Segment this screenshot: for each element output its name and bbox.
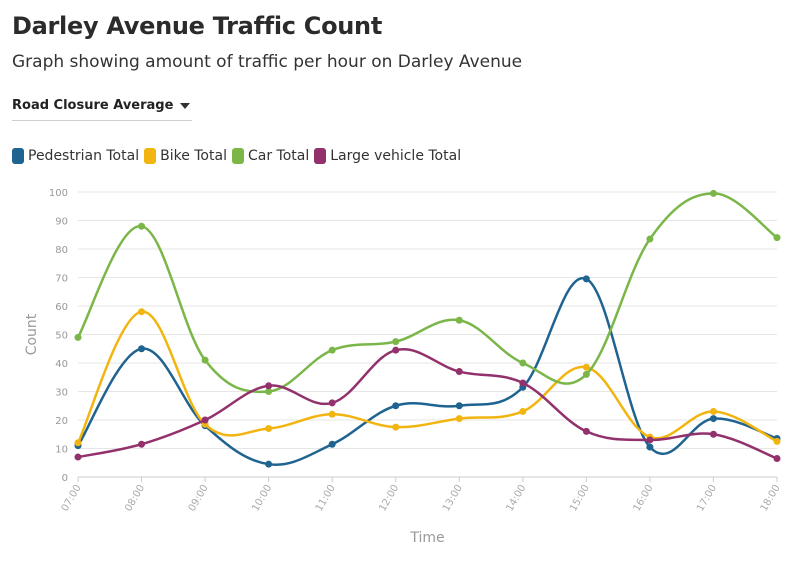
- data-point-bike-total[interactable]: [582, 363, 590, 371]
- data-point-car-total[interactable]: [328, 346, 336, 354]
- data-point-pedestrian-total[interactable]: [646, 443, 654, 451]
- data-point-large-vehicle-total[interactable]: [201, 416, 209, 424]
- legend-label: Pedestrian Total: [28, 148, 140, 164]
- data-point-car-total[interactable]: [265, 388, 273, 395]
- legend-swatch: [12, 148, 24, 164]
- page-title: Darley Avenue Traffic Count: [12, 12, 383, 40]
- y-tick-label: 0: [62, 473, 68, 484]
- x-tick-label: 15:00: [568, 483, 592, 513]
- dropdown-selected-value: Road Closure Average: [12, 98, 174, 113]
- data-point-pedestrian-total[interactable]: [328, 440, 336, 448]
- y-tick-label: 30: [55, 388, 68, 399]
- y-tick-label: 70: [55, 274, 68, 285]
- data-point-bike-total[interactable]: [328, 410, 336, 418]
- chevron-down-icon: [180, 103, 190, 109]
- data-point-large-vehicle-total[interactable]: [74, 453, 82, 461]
- data-point-large-vehicle-total[interactable]: [709, 430, 717, 438]
- data-point-pedestrian-total[interactable]: [392, 402, 400, 410]
- data-point-car-total[interactable]: [646, 235, 654, 243]
- legend-swatch: [144, 148, 157, 164]
- y-tick-label: 60: [55, 302, 68, 313]
- y-tick-label: 90: [55, 217, 68, 228]
- data-point-large-vehicle-total[interactable]: [646, 436, 654, 444]
- legend-swatch: [314, 148, 327, 164]
- x-tick-label: 18:00: [759, 483, 783, 513]
- data-point-car-total[interactable]: [201, 356, 209, 364]
- y-tick-label: 100: [49, 188, 68, 199]
- x-axis-label: Time: [409, 530, 444, 546]
- data-point-large-vehicle-total[interactable]: [265, 382, 273, 390]
- y-axis-label: Count: [24, 313, 40, 355]
- series-line-car-total: [76, 192, 779, 394]
- data-point-large-vehicle-total[interactable]: [328, 399, 336, 407]
- data-point-bike-total[interactable]: [709, 407, 717, 415]
- legend-item-bike-total[interactable]: Bike Total: [144, 148, 227, 164]
- x-tick-label: 12:00: [377, 483, 401, 513]
- road-closure-dropdown[interactable]: Road Closure Average: [12, 94, 192, 121]
- legend-label: Bike Total: [160, 148, 227, 164]
- data-point-bike-total[interactable]: [265, 425, 273, 433]
- data-point-car-total[interactable]: [709, 189, 717, 197]
- x-tick-label: 17:00: [695, 483, 719, 513]
- data-point-large-vehicle-total[interactable]: [455, 368, 463, 376]
- y-tick-label: 80: [55, 245, 68, 256]
- page-subtitle: Graph showing amount of traffic per hour…: [12, 52, 523, 72]
- x-tick-label: 11:00: [314, 483, 338, 513]
- legend-item-large-vehicle-total[interactable]: Large vehicle Total: [314, 148, 461, 164]
- data-point-car-total[interactable]: [582, 370, 590, 378]
- data-point-pedestrian-total[interactable]: [265, 460, 273, 468]
- data-point-bike-total[interactable]: [455, 415, 463, 423]
- data-point-car-total[interactable]: [455, 316, 463, 324]
- data-point-large-vehicle-total[interactable]: [582, 427, 590, 435]
- legend-item-pedestrian-total[interactable]: Pedestrian Total: [12, 148, 139, 164]
- x-tick-label: 07:00: [60, 483, 84, 513]
- x-tick-label: 16:00: [632, 483, 656, 513]
- x-tick-label: 09:00: [187, 483, 211, 513]
- x-tick-label: 08:00: [123, 483, 147, 513]
- x-tick-label: 14:00: [504, 483, 528, 513]
- data-point-car-total[interactable]: [773, 234, 781, 242]
- data-point-pedestrian-total[interactable]: [709, 415, 717, 423]
- data-point-large-vehicle-total[interactable]: [519, 379, 527, 387]
- x-tick-label: 13:00: [441, 483, 465, 513]
- data-point-pedestrian-total[interactable]: [582, 275, 590, 283]
- legend-label: Large vehicle Total: [330, 148, 462, 164]
- data-point-large-vehicle-total[interactable]: [773, 454, 781, 462]
- data-point-bike-total[interactable]: [138, 308, 146, 316]
- y-tick-label: 50: [55, 331, 68, 342]
- data-point-pedestrian-total[interactable]: [455, 402, 463, 410]
- data-point-car-total[interactable]: [392, 338, 400, 346]
- y-tick-label: 10: [55, 445, 68, 456]
- data-point-large-vehicle-total[interactable]: [138, 440, 146, 448]
- legend-item-car-total[interactable]: Car Total: [231, 148, 310, 164]
- y-tick-label: 40: [55, 359, 68, 370]
- data-point-car-total[interactable]: [138, 222, 146, 230]
- data-point-car-total[interactable]: [519, 359, 527, 367]
- data-point-bike-total[interactable]: [773, 437, 781, 445]
- data-point-large-vehicle-total[interactable]: [392, 346, 400, 354]
- series-line-large-vehicle-total: [76, 347, 779, 460]
- data-point-bike-total[interactable]: [392, 423, 400, 431]
- data-point-car-total[interactable]: [74, 333, 82, 341]
- data-point-pedestrian-total[interactable]: [138, 345, 146, 353]
- series-line-bike-total: [76, 310, 779, 445]
- legend-swatch: [231, 148, 244, 164]
- x-tick-label: 10:00: [250, 483, 274, 513]
- data-point-bike-total[interactable]: [519, 407, 527, 415]
- data-point-bike-total[interactable]: [74, 439, 82, 447]
- y-tick-label: 20: [55, 416, 68, 427]
- chart-legend: Pedestrian Total Bike Total Car Total Large…: [12, 148, 466, 164]
- legend-label: Car Total: [247, 148, 310, 164]
